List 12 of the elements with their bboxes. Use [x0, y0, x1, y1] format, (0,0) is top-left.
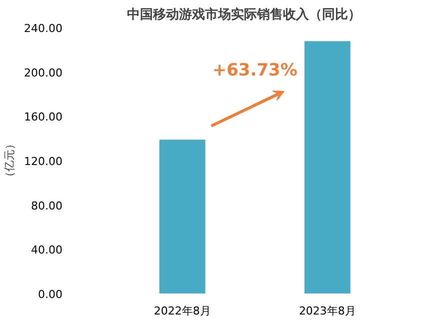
x-tick-label: 2023年8月 [298, 304, 356, 318]
y-tick-label: 80.00 [31, 199, 63, 212]
y-tick-label: 240.00 [24, 22, 63, 35]
y-tick-label: 200.00 [24, 66, 63, 80]
y-tick-label: 120.00 [24, 155, 63, 168]
y-tick-label: 40.00 [31, 244, 63, 257]
chart-title: 中国移动游戏市场实际销售收入（同比） [127, 6, 361, 22]
y-tick-label: 160.00 [24, 110, 63, 124]
x-tick-label: 2022年8月 [154, 304, 211, 318]
y-axis-title: （亿元） [3, 138, 16, 182]
annotation: +63.73% [212, 60, 298, 81]
y-tick-label: 0.00 [38, 288, 63, 301]
